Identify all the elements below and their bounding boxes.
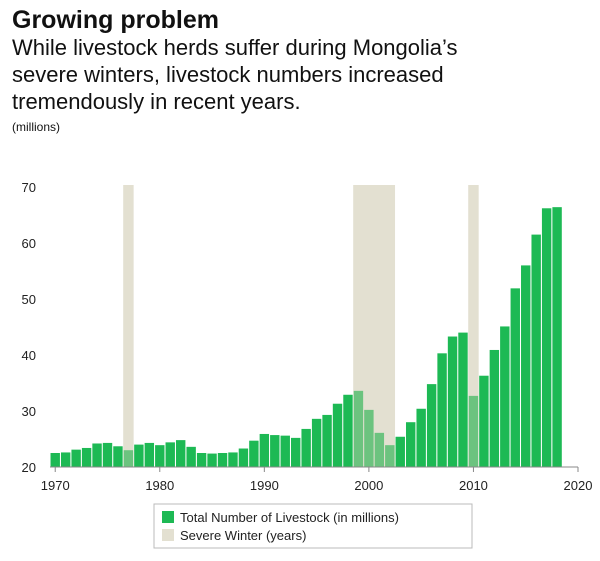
chart-header: Growing problem While livestock herds su… [12,6,588,135]
bar-1985 [207,453,217,467]
bar-2006 [426,384,437,467]
bar-1983 [186,446,196,467]
bar-1996 [322,414,332,467]
bar-2003 [395,436,405,467]
bar-2000 [364,409,374,467]
y-tick-label: 70 [22,180,36,195]
legend-livestock-label: Total Number of Livestock (in millions) [180,510,399,525]
y-tick-label: 50 [22,292,36,307]
severe-winter-band [123,185,134,467]
x-tick-label: 2000 [354,478,383,493]
y-tick-label: 40 [22,348,36,363]
x-tick-label: 1990 [250,478,279,493]
x-tick-label: 1970 [41,478,70,493]
bar-1974 [92,443,102,467]
bar-1991 [270,435,280,467]
bar-1990 [259,433,270,467]
bar-1975 [102,442,113,467]
bar-2014 [510,288,520,467]
x-tick-label: 2010 [459,478,488,493]
bar-1986 [217,453,228,467]
legend-livestock-swatch [162,511,174,523]
bar-1976 [113,446,123,467]
subtitle-line-2: severe winters, livestock numbers increa… [12,62,444,87]
bar-1978 [134,444,144,467]
bar-1995 [311,418,322,467]
x-axis-ticks: 1970 1980 1990 2000 2010 2020 [41,467,593,493]
bar-2002 [385,445,395,467]
bar-2013 [500,326,510,467]
bar-2009 [458,332,468,467]
legend-box [153,503,473,549]
bar-2004 [406,422,416,467]
livestock-bars [50,207,562,467]
severe-winter-band [468,185,479,467]
unit-label: (millions) [12,120,60,134]
y-tick-label: 60 [22,236,36,251]
legend-winter-swatch [162,529,174,541]
legend-winter-label: Severe Winter (years) [180,528,306,543]
x-tick-label: 1980 [145,478,174,493]
bar-2005 [416,408,426,467]
bar-1998 [343,394,353,467]
bar-1982 [175,440,186,467]
bar-1999 [353,390,364,467]
bar-1973 [81,447,92,467]
chart-legend: Total Number of Livestock (in millions) S… [153,503,473,549]
subtitle-line-1: While livestock herds suffer during Mong… [12,35,458,60]
bar-1988 [238,448,249,467]
bar-1984 [196,453,207,467]
bar-2007 [437,353,447,467]
bar-1989 [249,440,259,467]
bar-2012 [489,349,500,467]
bar-1977 [123,450,134,467]
subtitle-line-3: tremendously in recent years. [12,89,301,114]
chart-title: Growing problem [12,6,219,34]
bar-1993 [290,437,301,467]
bar-1981 [165,442,175,467]
bar-2001 [374,432,385,467]
bar-2015 [521,265,531,467]
bar-1987 [228,452,238,467]
bar-2008 [447,336,458,467]
bar-1979 [144,442,155,467]
x-tick-label: 2020 [564,478,593,493]
bar-1980 [155,445,165,467]
bar-1997 [332,403,343,467]
bar-1994 [301,428,311,467]
bar-2011 [479,375,489,467]
bar-2010 [468,395,479,467]
y-axis-ticks: 20 30 40 50 60 70 [22,180,36,475]
bar-2016 [531,234,541,467]
bar-1971 [60,452,71,467]
y-tick-label: 20 [22,460,36,475]
bar-2018 [552,207,562,467]
y-tick-label: 30 [22,404,36,419]
bar-1970 [50,453,60,467]
bar-2017 [541,208,552,467]
chart-subtitle: While livestock herds suffer during Mong… [12,34,588,115]
bar-1972 [71,449,81,467]
bar-1992 [280,435,290,467]
